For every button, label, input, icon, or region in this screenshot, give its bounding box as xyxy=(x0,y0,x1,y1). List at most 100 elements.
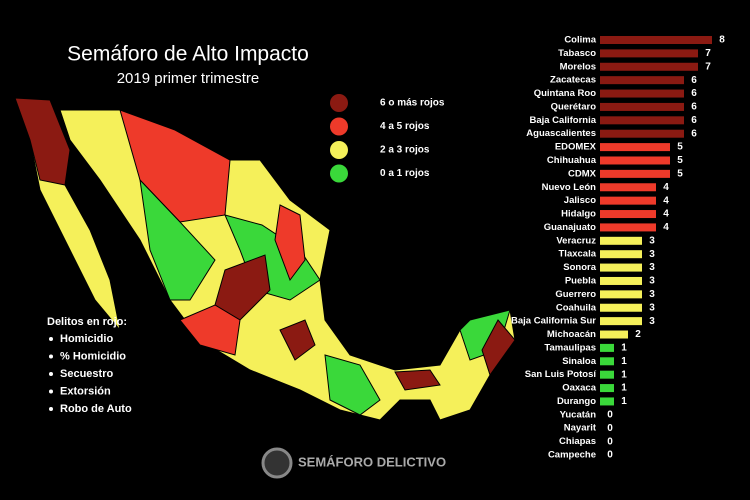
category-label: Hidalgo xyxy=(561,209,596,220)
map xyxy=(14,97,516,421)
delito-item: Robo de Auto xyxy=(60,403,132,415)
value-label: 1 xyxy=(621,343,627,354)
value-label: 6 xyxy=(691,102,697,113)
chart-title: Semáforo de Alto Impacto xyxy=(67,43,309,66)
bullet xyxy=(49,354,53,359)
value-label: 6 xyxy=(691,88,697,99)
value-label: 8 xyxy=(719,35,725,46)
bar xyxy=(600,49,698,58)
bar xyxy=(600,384,614,393)
delito-item: Extorsión xyxy=(60,385,111,397)
category-label: Puebla xyxy=(565,275,597,286)
delitos-heading: Delitos en rojo: xyxy=(47,316,127,328)
legend-label: 0 a 1 rojos xyxy=(380,168,430,179)
map-region xyxy=(481,319,516,377)
legend-label: 2 a 3 rojos xyxy=(380,145,430,156)
category-label: Campeche xyxy=(548,450,596,461)
value-label: 1 xyxy=(621,369,627,380)
value-label: 3 xyxy=(649,249,655,260)
bar xyxy=(600,210,656,219)
value-label: 1 xyxy=(621,383,627,394)
category-label: Coahuila xyxy=(556,302,597,313)
legend: 6 o más rojos 4 a 5 rojos 2 a 3 rojos 0 a 1… xyxy=(330,94,445,183)
category-label: EDOMEX xyxy=(555,142,597,153)
category-label: CDMX xyxy=(568,168,597,179)
bar xyxy=(600,62,698,71)
legend-label: 6 o más rojos xyxy=(380,98,445,109)
bar xyxy=(600,276,642,285)
value-label: 4 xyxy=(663,209,669,220)
bar xyxy=(600,370,614,379)
category-label: Nuevo León xyxy=(542,182,597,193)
value-label: 3 xyxy=(649,262,655,273)
value-label: 0 xyxy=(607,436,613,447)
value-label: 6 xyxy=(691,115,697,126)
value-label: 0 xyxy=(607,409,613,420)
value-label: 4 xyxy=(663,195,669,206)
category-label: Durango xyxy=(557,396,596,407)
value-label: 6 xyxy=(691,128,697,139)
bar xyxy=(600,223,656,232)
value-label: 0 xyxy=(607,423,613,434)
value-label: 3 xyxy=(649,235,655,246)
value-label: 6 xyxy=(691,75,697,86)
category-label: Baja California xyxy=(529,115,596,126)
value-label: 2 xyxy=(635,329,641,340)
map-region xyxy=(14,97,71,186)
map-region xyxy=(179,304,241,356)
bullet xyxy=(49,407,53,411)
map-region xyxy=(324,354,381,416)
bar xyxy=(600,343,614,352)
category-label: Chihuahua xyxy=(547,155,597,166)
value-label: 1 xyxy=(621,356,627,367)
category-label: Nayarit xyxy=(564,423,597,434)
delitos-list: Homicidio % Homicidio Secuestro Extorsión Ro… xyxy=(49,333,132,415)
value-label: 4 xyxy=(663,222,669,233)
map-region xyxy=(394,369,441,391)
category-label: Michoacán xyxy=(547,329,596,340)
bar xyxy=(600,303,642,312)
bar xyxy=(600,317,642,326)
bar xyxy=(600,250,642,259)
legend-swatch xyxy=(330,164,348,183)
legend-label: 4 a 5 rojos xyxy=(380,121,430,132)
bar xyxy=(600,102,684,111)
bar xyxy=(600,196,656,205)
category-label: Quintana Roo xyxy=(534,88,596,99)
category-label: Tamaulipas xyxy=(544,342,596,353)
bar xyxy=(600,89,684,98)
bar xyxy=(600,236,642,245)
legend-swatch xyxy=(330,117,348,136)
value-label: 7 xyxy=(705,61,711,72)
bar xyxy=(600,397,614,406)
logo-icon xyxy=(261,447,293,479)
bar xyxy=(600,330,628,339)
category-label: Aguascalientes xyxy=(526,128,596,139)
map-region xyxy=(214,254,271,321)
category-label: Baja California Sur xyxy=(511,316,596,327)
value-label: 4 xyxy=(663,182,669,193)
bar xyxy=(600,36,712,44)
category-label: Morelos xyxy=(560,61,596,72)
value-label: 5 xyxy=(677,155,683,166)
legend-swatch xyxy=(330,94,348,112)
category-label: Sonora xyxy=(563,262,596,273)
bar xyxy=(600,76,684,85)
value-label: 3 xyxy=(649,289,655,300)
value-label: 0 xyxy=(607,450,613,461)
category-label: Veracruz xyxy=(556,235,596,246)
category-label: San Luis Potosí xyxy=(525,369,597,380)
delito-item: % Homicidio xyxy=(60,350,126,362)
map-region xyxy=(139,178,216,301)
bullet xyxy=(49,337,53,341)
category-label: Guanajuato xyxy=(544,222,596,233)
map-region xyxy=(279,319,316,361)
category-label: Querétaro xyxy=(551,101,597,112)
bullet xyxy=(49,372,53,376)
map-region xyxy=(274,204,306,282)
category-label: Yucatán xyxy=(560,409,597,420)
category-label: Guerrero xyxy=(555,289,596,300)
delito-item: Homicidio xyxy=(60,333,113,345)
delito-item: Secuestro xyxy=(60,368,113,380)
